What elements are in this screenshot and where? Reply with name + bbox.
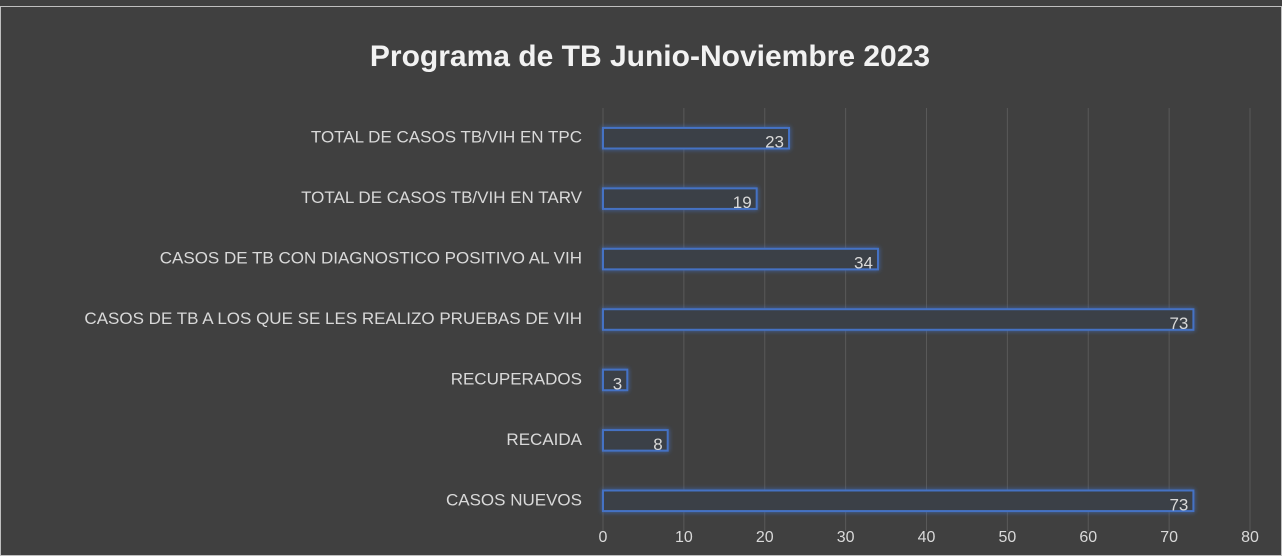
data-label: 73 <box>1169 314 1188 333</box>
y-tick-label: RECUPERADOS <box>451 369 582 388</box>
x-tick-label: 0 <box>599 529 608 546</box>
data-label: 73 <box>1169 495 1188 514</box>
bar <box>602 247 879 271</box>
x-tick-label: 40 <box>918 529 936 546</box>
x-tick-label: 70 <box>1160 529 1178 546</box>
chart-frame <box>0 6 1282 556</box>
data-label: 19 <box>733 193 752 212</box>
y-tick-label: RECAIDA <box>506 430 582 449</box>
y-tick-label: CASOS NUEVOS <box>446 490 582 509</box>
x-tick-label: 30 <box>837 529 855 546</box>
x-tick-label: 10 <box>675 529 693 546</box>
data-label: 3 <box>613 374 622 393</box>
bar <box>602 126 791 150</box>
bar <box>602 429 669 452</box>
bar <box>602 489 1195 513</box>
x-tick-label: 20 <box>756 529 774 546</box>
bar <box>602 187 758 210</box>
bar <box>602 308 1195 331</box>
x-tick-label: 80 <box>1241 529 1259 546</box>
data-label: 34 <box>854 254 873 273</box>
x-tick-label: 50 <box>998 529 1016 546</box>
y-tick-label: CASOS DE TB A LOS QUE SE LES REALIZO PRU… <box>84 309 582 328</box>
x-tick-label: 60 <box>1079 529 1097 546</box>
y-tick-label: TOTAL DE CASOS TB/VIH EN TPC <box>311 128 582 147</box>
data-label: 8 <box>653 435 662 454</box>
chart-title: Programa de TB Junio-Noviembre 2023 <box>370 40 930 73</box>
y-tick-label: CASOS DE TB CON DIAGNOSTICO POSITIVO AL … <box>160 249 582 268</box>
bar <box>602 368 629 392</box>
y-tick-label: TOTAL DE CASOS TB/VIH EN TARV <box>301 188 583 207</box>
marks <box>602 126 1195 513</box>
data-label: 23 <box>765 133 784 152</box>
